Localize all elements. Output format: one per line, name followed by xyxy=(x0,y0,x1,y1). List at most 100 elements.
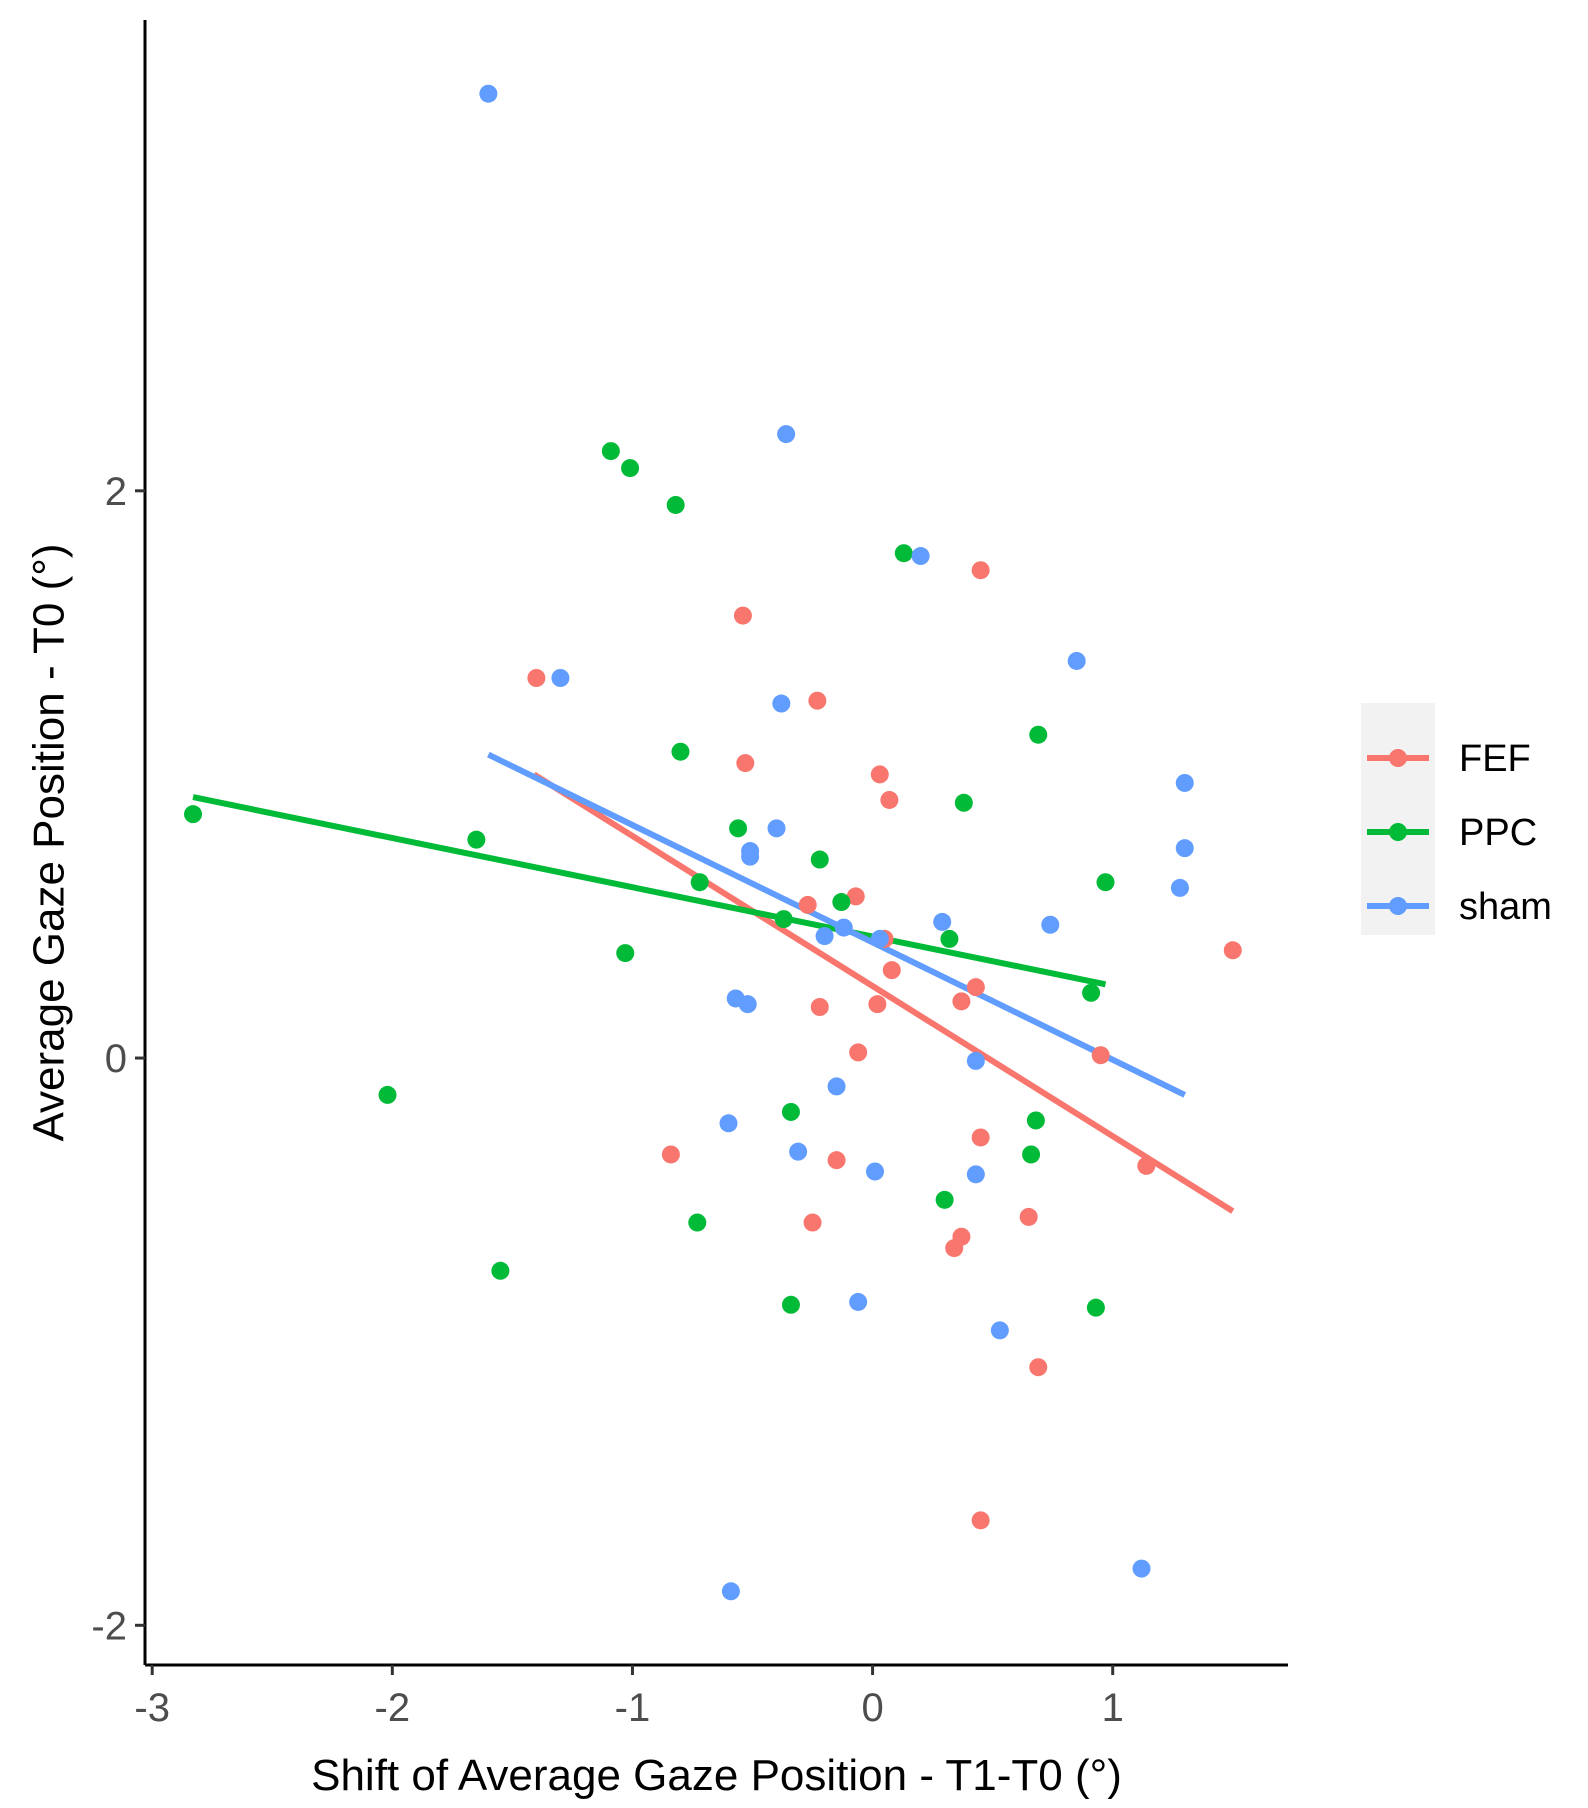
point-ppc xyxy=(467,830,486,849)
point-sham xyxy=(1170,878,1189,897)
point-sham xyxy=(1175,839,1194,858)
point-sham xyxy=(865,1162,884,1181)
legend-label-sham: sham xyxy=(1459,886,1552,928)
point-ppc xyxy=(1029,725,1048,744)
y-tick-label: -2 xyxy=(91,1604,127,1648)
point-ppc xyxy=(671,742,690,761)
point-sham xyxy=(933,912,952,931)
point-sham xyxy=(777,425,796,444)
x-axis-title: Shift of Average Gaze Position - T1-T0 (… xyxy=(311,1751,1122,1800)
point-fef xyxy=(1091,1046,1110,1065)
point-fef xyxy=(827,1151,846,1170)
point-ppc xyxy=(1022,1145,1041,1164)
point-ppc xyxy=(774,910,793,929)
legend-label-ppc: PPC xyxy=(1459,812,1537,854)
point-fef xyxy=(1029,1358,1048,1377)
point-ppc xyxy=(935,1190,954,1209)
point-ppc xyxy=(940,929,959,948)
point-fef xyxy=(966,978,985,997)
fit-line-fef xyxy=(532,771,1235,1214)
point-fef xyxy=(803,1213,822,1232)
point-ppc xyxy=(1026,1111,1045,1130)
point-sham xyxy=(479,84,498,103)
point-fef xyxy=(952,992,971,1011)
legend-label-fef: FEF xyxy=(1459,738,1531,780)
point-ppc xyxy=(601,442,620,461)
point-sham xyxy=(990,1321,1009,1340)
point-ppc xyxy=(1086,1298,1105,1317)
point-fef xyxy=(810,998,829,1016)
point-fef xyxy=(882,961,901,980)
point-fef xyxy=(1137,1156,1156,1175)
point-ppc xyxy=(616,944,635,963)
point-ppc xyxy=(1096,873,1115,892)
point-sham xyxy=(815,927,834,946)
point-ppc xyxy=(810,850,829,869)
point-ppc xyxy=(729,819,748,838)
point-fef xyxy=(870,765,889,784)
point-ppc xyxy=(378,1085,397,1104)
point-sham xyxy=(721,1582,740,1601)
point-sham xyxy=(966,1051,985,1070)
point-fef xyxy=(661,1145,680,1164)
regression-lines xyxy=(192,751,1235,1214)
x-tick-label: -3 xyxy=(134,1686,170,1730)
point-sham xyxy=(741,847,760,866)
point-ppc xyxy=(491,1261,510,1280)
point-fef xyxy=(808,691,827,710)
legend-key-point-ppc xyxy=(1389,823,1407,841)
point-sham xyxy=(1041,915,1060,934)
point-sham xyxy=(772,694,791,713)
x-tick-label: -2 xyxy=(375,1686,411,1730)
point-fef xyxy=(527,669,546,687)
point-sham xyxy=(849,1292,868,1311)
point-sham xyxy=(1132,1559,1151,1578)
data-points xyxy=(184,84,1242,1601)
legend-key-background xyxy=(1361,703,1435,935)
point-ppc xyxy=(781,1295,800,1314)
point-sham xyxy=(911,547,930,566)
y-axis-title: Average Gaze Position - T0 (°) xyxy=(24,543,73,1141)
plot-area xyxy=(184,84,1242,1601)
fit-line-ppc xyxy=(192,794,1107,988)
point-fef xyxy=(1019,1207,1038,1226)
x-tick-label: -1 xyxy=(615,1686,651,1730)
point-sham xyxy=(719,1114,738,1133)
x-tick-label: 1 xyxy=(1102,1686,1124,1730)
point-sham xyxy=(1067,651,1086,670)
point-fef xyxy=(945,1239,964,1258)
point-sham xyxy=(834,918,853,937)
point-fef xyxy=(971,1511,990,1530)
point-fef xyxy=(736,754,755,773)
point-sham xyxy=(789,1142,808,1161)
point-fef xyxy=(733,606,752,625)
point-fef xyxy=(971,1128,990,1147)
legend: FEF PPC sham xyxy=(1361,703,1552,935)
point-fef xyxy=(971,561,990,580)
y-axis-ticks: -2 0 2 xyxy=(91,470,145,1648)
x-axis-ticks: -3 -2 -1 0 1 xyxy=(134,1665,1124,1730)
point-sham xyxy=(966,1165,985,1184)
point-sham xyxy=(767,819,786,838)
point-ppc xyxy=(954,793,973,812)
point-fef xyxy=(880,790,899,809)
legend-key-point-sham xyxy=(1389,897,1407,915)
x-tick-label: 0 xyxy=(861,1686,883,1730)
point-sham xyxy=(551,669,570,687)
point-sham xyxy=(738,995,757,1014)
point-sham xyxy=(1175,773,1194,792)
point-ppc xyxy=(832,893,851,912)
point-fef xyxy=(1223,941,1242,960)
point-ppc xyxy=(690,873,709,892)
point-ppc xyxy=(688,1213,707,1232)
point-ppc xyxy=(621,459,640,478)
y-tick-label: 0 xyxy=(105,1037,127,1081)
point-ppc xyxy=(781,1102,800,1121)
point-sham xyxy=(827,1077,846,1096)
point-sham xyxy=(870,929,889,948)
legend-key-point-fef xyxy=(1389,749,1407,767)
point-ppc xyxy=(184,805,203,824)
point-fef xyxy=(868,995,887,1014)
point-fef xyxy=(849,1043,868,1062)
